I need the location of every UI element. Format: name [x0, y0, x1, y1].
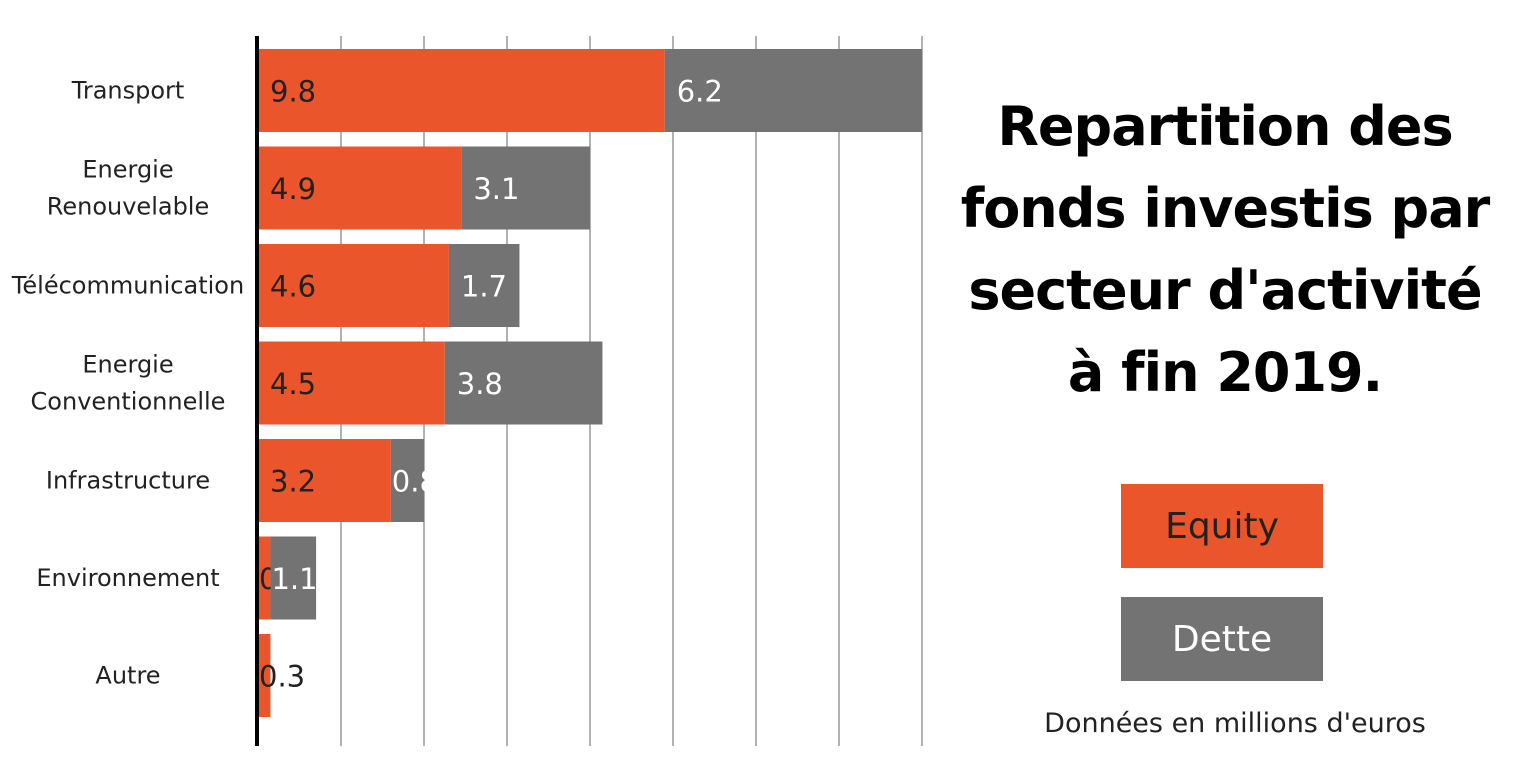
units-note: Données en millions d'euros — [1044, 708, 1426, 739]
legend-item-equity: Equity — [1121, 484, 1323, 568]
data-label-equity: 0.3 — [259, 660, 305, 694]
legend-label-dette: Dette — [1171, 618, 1273, 660]
data-label-dette: 1.7 — [461, 270, 507, 304]
bar-equity — [258, 49, 665, 132]
bar-equity — [258, 244, 449, 327]
category-label: Environnement — [36, 564, 219, 592]
chart-title-line: secteur d'activité — [968, 259, 1482, 322]
data-label-equity: 4.5 — [270, 367, 316, 401]
chart-title: Repartition des fonds investis par secte… — [940, 86, 1510, 414]
data-label-equity: 9.8 — [270, 75, 316, 109]
category-label: Transport — [71, 77, 185, 105]
bar-dette — [444, 341, 603, 425]
category-label: Energie — [82, 351, 173, 379]
category-label: Energie — [82, 156, 173, 184]
bar-dette — [390, 439, 424, 522]
bar-equity — [258, 146, 462, 230]
data-label-equity: 4.6 — [270, 270, 316, 304]
legend-label-equity: Equity — [1165, 505, 1279, 547]
data-label-equity: 4.9 — [270, 172, 316, 206]
data-label-equity: 3.2 — [270, 465, 316, 499]
category-label: Infrastructure — [46, 467, 210, 495]
category-label: Renouvelable — [47, 193, 209, 221]
bar-dette — [461, 146, 590, 230]
data-label-dette: 6.2 — [677, 75, 723, 109]
chart-title-line: à fin 2019. — [1067, 341, 1383, 404]
bar-equity — [258, 634, 271, 717]
data-label-dette: 1.1 — [271, 562, 317, 596]
category-labels: Transport Energie Renouvelable Télécommunic… — [11, 77, 244, 690]
chart-title-line: fonds investis par — [960, 177, 1491, 240]
category-label: Conventionnelle — [31, 388, 226, 416]
category-label: Télécommunication — [11, 272, 244, 300]
bar-dette — [664, 49, 922, 132]
bar-dette — [448, 244, 520, 327]
bar-equity — [258, 439, 391, 522]
data-label-dette: 3.8 — [457, 367, 503, 401]
data-label-dette: 0.8 — [392, 465, 438, 499]
bar-dette — [270, 536, 317, 620]
bars: 9.86.24.93.14.61.74.53.83.20.80.31.10.3 — [258, 49, 922, 717]
legend-item-dette: Dette — [1121, 597, 1323, 681]
chart-title-line: Repartition des — [997, 95, 1453, 158]
bar-equity — [258, 341, 445, 425]
bar-equity — [258, 536, 271, 620]
data-label-dette: 3.1 — [473, 172, 519, 206]
category-label: Autre — [95, 662, 160, 690]
